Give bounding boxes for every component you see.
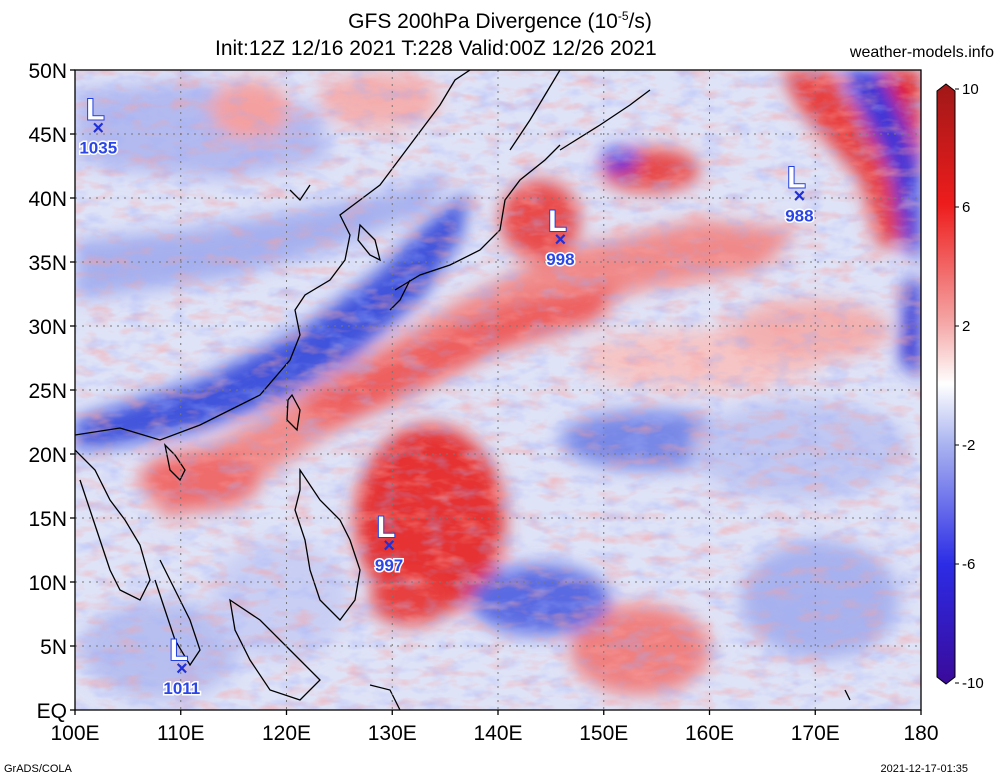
coastlines [75, 70, 851, 710]
low-letter: L [787, 161, 805, 194]
y-tick-label: 40N [28, 188, 67, 211]
x-tick-label: 130E [368, 722, 417, 745]
y-tick-label: 20N [28, 444, 67, 467]
low-pressure-center: L×998 [545, 204, 576, 270]
colorbar-tick-label: 2 [962, 318, 970, 335]
y-tick-label: 25N [28, 380, 67, 403]
colorbar-tick-label: -6 [962, 556, 975, 573]
low-pressure-value: 988 [785, 206, 813, 225]
title-prefix: GFS 200hPa Divergence (10 [348, 10, 618, 33]
low-letter: L [86, 94, 104, 127]
low-center-mark: × [176, 658, 188, 680]
y-tick-label: 50N [28, 60, 67, 83]
low-pressure-center: L×988 [784, 160, 815, 227]
x-tick-label: 180 [903, 722, 938, 745]
y-tick-label: 10N [28, 572, 67, 595]
low-center-mark: × [383, 535, 395, 557]
y-tick-label: 5N [40, 636, 67, 659]
axis-ticks: 100E 110E 120E 130E 140E 150E 160E 170E 180 50N 45… [28, 60, 938, 745]
timestamp-label: 2021-12-17-01:35 [880, 763, 968, 775]
low-pressure-value: 998 [546, 250, 574, 269]
x-tick-label: 160E [685, 722, 734, 745]
low-pressure-value: 1011 [163, 679, 200, 698]
y-tick-label: 30N [28, 316, 67, 339]
low-center-mark: × [92, 118, 104, 140]
colorbar-tick-label: -10 [962, 675, 984, 692]
low-pressure-center: L×1035 [78, 93, 119, 160]
x-tick-label: 170E [791, 722, 840, 745]
title-suffix: /s) [628, 10, 652, 33]
x-tick-label: 150E [579, 722, 628, 745]
website-label: weather-models.info [849, 44, 994, 61]
low-pressure-center: L×997 [373, 510, 404, 577]
title-exponent: -5 [617, 9, 629, 23]
low-center-mark: × [794, 185, 806, 207]
colorbar: 10 6 2 -2 -6 -10 [936, 81, 984, 692]
credit-label: GrADS/COLA [4, 763, 72, 775]
low-pressure-center: L×1011 [162, 633, 202, 700]
chart-subtitle: Init:12Z 12/16 2021 T:228 Valid:00Z 12/2… [215, 37, 657, 60]
colorbar-tick-label: 6 [962, 199, 970, 216]
y-tick-label: 45N [28, 124, 67, 147]
low-pressure-value: 1035 [79, 139, 117, 158]
chart-title: GFS 200hPa Divergence (10-5/s) [0, 4, 1000, 34]
y-tick-label: EQ [37, 700, 67, 723]
x-tick-label: 100E [50, 722, 99, 745]
low-letter: L [548, 205, 566, 238]
low-center-mark: × [555, 229, 567, 251]
low-pressure-value: 997 [375, 556, 403, 575]
low-letter: L [170, 634, 188, 667]
x-tick-label: 110E [157, 722, 205, 745]
grid-lines [75, 70, 921, 710]
x-tick-label: 120E [262, 722, 311, 745]
colorbar-bar [936, 83, 956, 685]
y-tick-label: 35N [28, 252, 67, 275]
colorbar-tick-label: 10 [962, 81, 979, 98]
y-tick-label: 15N [28, 508, 67, 531]
x-tick-label: 140E [473, 722, 522, 745]
low-letter: L [377, 511, 395, 544]
colorbar-tick-label: -2 [962, 437, 975, 454]
